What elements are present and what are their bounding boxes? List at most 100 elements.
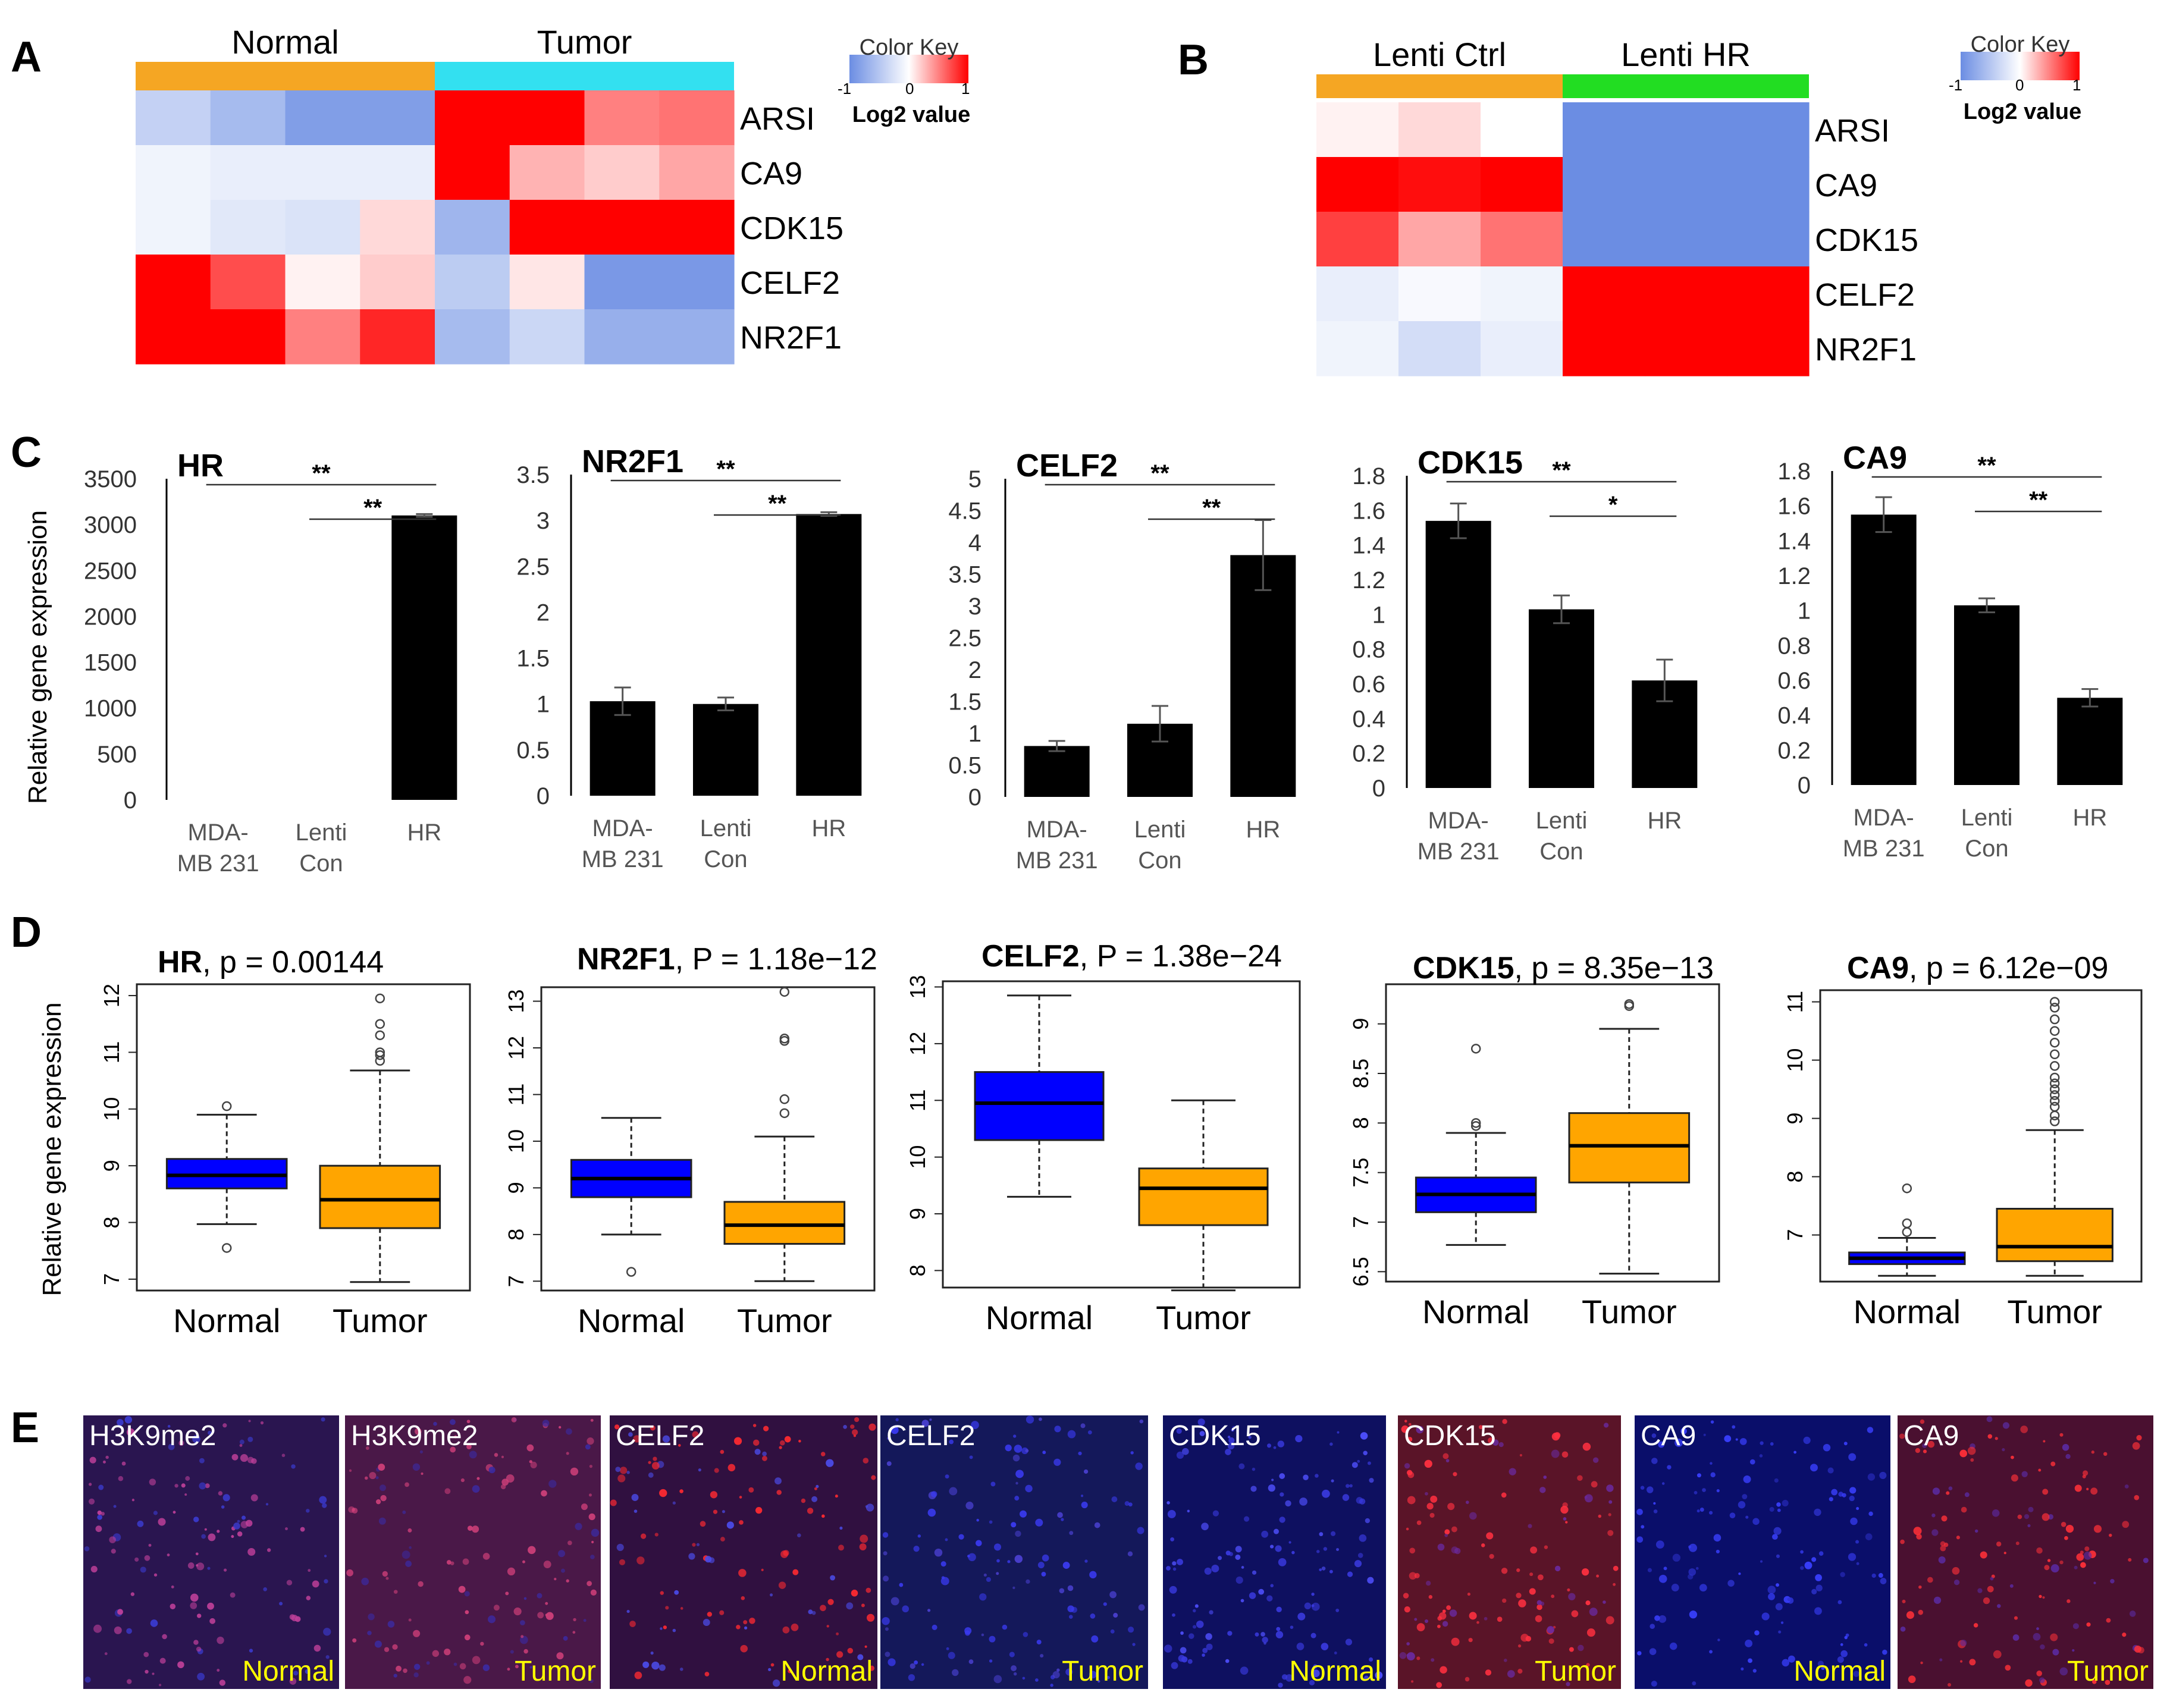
y-tick-label: 1000 <box>84 696 137 722</box>
outlier-point <box>626 1267 636 1277</box>
if-stain-speck <box>1089 1671 1097 1679</box>
if-stain-speck <box>1311 1604 1315 1607</box>
x-category-label: Lenti <box>700 815 752 842</box>
if-stain-speck <box>2024 1514 2030 1519</box>
if-stain-speck <box>1568 1593 1576 1600</box>
if-stain-speck <box>384 1647 390 1652</box>
if-stain-speck <box>934 1548 943 1557</box>
if-stain-speck <box>1467 1592 1470 1596</box>
if-stain-speck <box>167 1425 171 1428</box>
if-stain-speck <box>2039 1594 2042 1599</box>
if-stain-speck <box>866 1587 871 1593</box>
if-stain-speck <box>1266 1443 1272 1448</box>
if-stain-speck <box>324 1579 328 1584</box>
if-stain-speck <box>1225 1550 1231 1556</box>
if-stain-speck <box>1749 1459 1755 1465</box>
if-stain-speck <box>1197 1418 1205 1426</box>
y-tick-label: 4.5 <box>948 498 981 525</box>
x-category-label: Tumor <box>1582 1293 1677 1330</box>
if-stain-speck <box>1658 1615 1667 1623</box>
if-stain-speck <box>1067 1605 1074 1612</box>
y-tick-label: 11 <box>905 1090 930 1112</box>
if-stain-speck <box>528 1546 536 1555</box>
if-stain-speck <box>1849 1495 1855 1502</box>
heatmap-cell <box>1398 266 1481 322</box>
heatmap-cell <box>1563 266 1645 322</box>
if-stain-speck <box>1927 1577 1933 1583</box>
if-stain-speck <box>1856 1507 1859 1511</box>
if-stain-speck <box>1788 1655 1795 1663</box>
if-stain-speck <box>1517 1669 1523 1674</box>
if-stain-speck <box>145 1669 149 1674</box>
y-tick-label: 13 <box>905 975 930 999</box>
if-stain-speck <box>1291 1550 1295 1555</box>
if-stain-speck <box>1525 1635 1532 1642</box>
if-stain-speck <box>1404 1606 1410 1613</box>
if-stain-speck <box>1748 1658 1752 1663</box>
if-stain-speck <box>1180 1631 1184 1635</box>
if-stain-speck <box>105 1455 109 1459</box>
if-stain-speck <box>744 1626 748 1629</box>
if-stain-label: CDK15 <box>1404 1420 1496 1452</box>
if-stain-speck <box>705 1556 712 1563</box>
if-stain-speck <box>821 1514 825 1518</box>
if-stain-speck <box>84 1676 91 1683</box>
y-tick-label: 1.5 <box>948 689 981 715</box>
if-stain-speck <box>1356 1497 1363 1504</box>
if-stain-speck <box>325 1655 330 1659</box>
if-stain-speck <box>465 1610 469 1615</box>
if-stain-speck <box>1567 1588 1570 1591</box>
if-stain-speck <box>140 1566 146 1573</box>
if-stain-speck <box>1403 1593 1409 1599</box>
if-stain-speck <box>1584 1496 1588 1499</box>
if-stain-speck <box>542 1420 550 1427</box>
if-stain-speck <box>1469 1612 1477 1620</box>
if-stain-speck <box>1321 1643 1329 1650</box>
plot-frame <box>540 986 876 1292</box>
if-stain-speck <box>1529 1588 1536 1595</box>
if-stain-speck <box>755 1506 763 1514</box>
if-stain-speck <box>931 1491 937 1497</box>
if-stain-speck <box>1489 1553 1494 1559</box>
y-tick-label: 2000 <box>84 604 137 630</box>
if-stain-speck <box>1649 1648 1657 1655</box>
x-category-label: Con <box>704 846 747 872</box>
if-stain-speck <box>159 1684 162 1687</box>
if-stain-speck <box>380 1494 387 1502</box>
if-stain-speck <box>1056 1668 1060 1672</box>
if-stain-speck <box>1741 1667 1744 1671</box>
if-stain-speck <box>847 1647 854 1654</box>
if-stain-speck <box>1250 1486 1257 1492</box>
if-stain-speck <box>1285 1674 1293 1682</box>
if-stain-speck <box>2074 1565 2078 1569</box>
if-stain-speck <box>419 1450 424 1453</box>
if-stain-speck <box>634 1509 638 1513</box>
if-stain-speck <box>1337 1431 1340 1434</box>
if-stain-speck <box>1608 1513 1611 1517</box>
if-stain-speck <box>566 1579 569 1583</box>
if-stain-speck <box>1227 1442 1235 1450</box>
if-stain-speck <box>248 1420 251 1423</box>
color-key-a: Color Key -1 0 1 Log2 value <box>838 35 970 127</box>
if-stain-speck <box>2028 1506 2034 1512</box>
if-stain-speck <box>199 1482 206 1490</box>
if-stain-speck <box>167 1553 170 1557</box>
y-tick-label: 10 <box>1783 1048 1807 1072</box>
y-tick-label: 0.8 <box>1352 637 1385 663</box>
if-stain-speck <box>1429 1512 1435 1518</box>
if-stain-speck <box>749 1618 755 1624</box>
if-stain-speck <box>1697 1473 1701 1478</box>
outlier-point <box>2049 1061 2060 1071</box>
if-stain-speck <box>581 1503 588 1511</box>
if-stain-speck <box>1745 1640 1753 1647</box>
if-stain-speck <box>768 1668 772 1672</box>
if-stain-speck <box>1316 1550 1320 1553</box>
if-stain-speck <box>1260 1632 1265 1637</box>
if-stain-speck <box>835 1494 838 1498</box>
if-condition-label: Normal <box>242 1656 334 1687</box>
if-stain-speck <box>1273 1446 1277 1449</box>
if-stain-speck <box>1815 1584 1823 1591</box>
if-stain-speck <box>1536 1600 1542 1605</box>
bar-nr2f1 <box>693 704 758 796</box>
x-category-label: Con <box>299 850 343 877</box>
